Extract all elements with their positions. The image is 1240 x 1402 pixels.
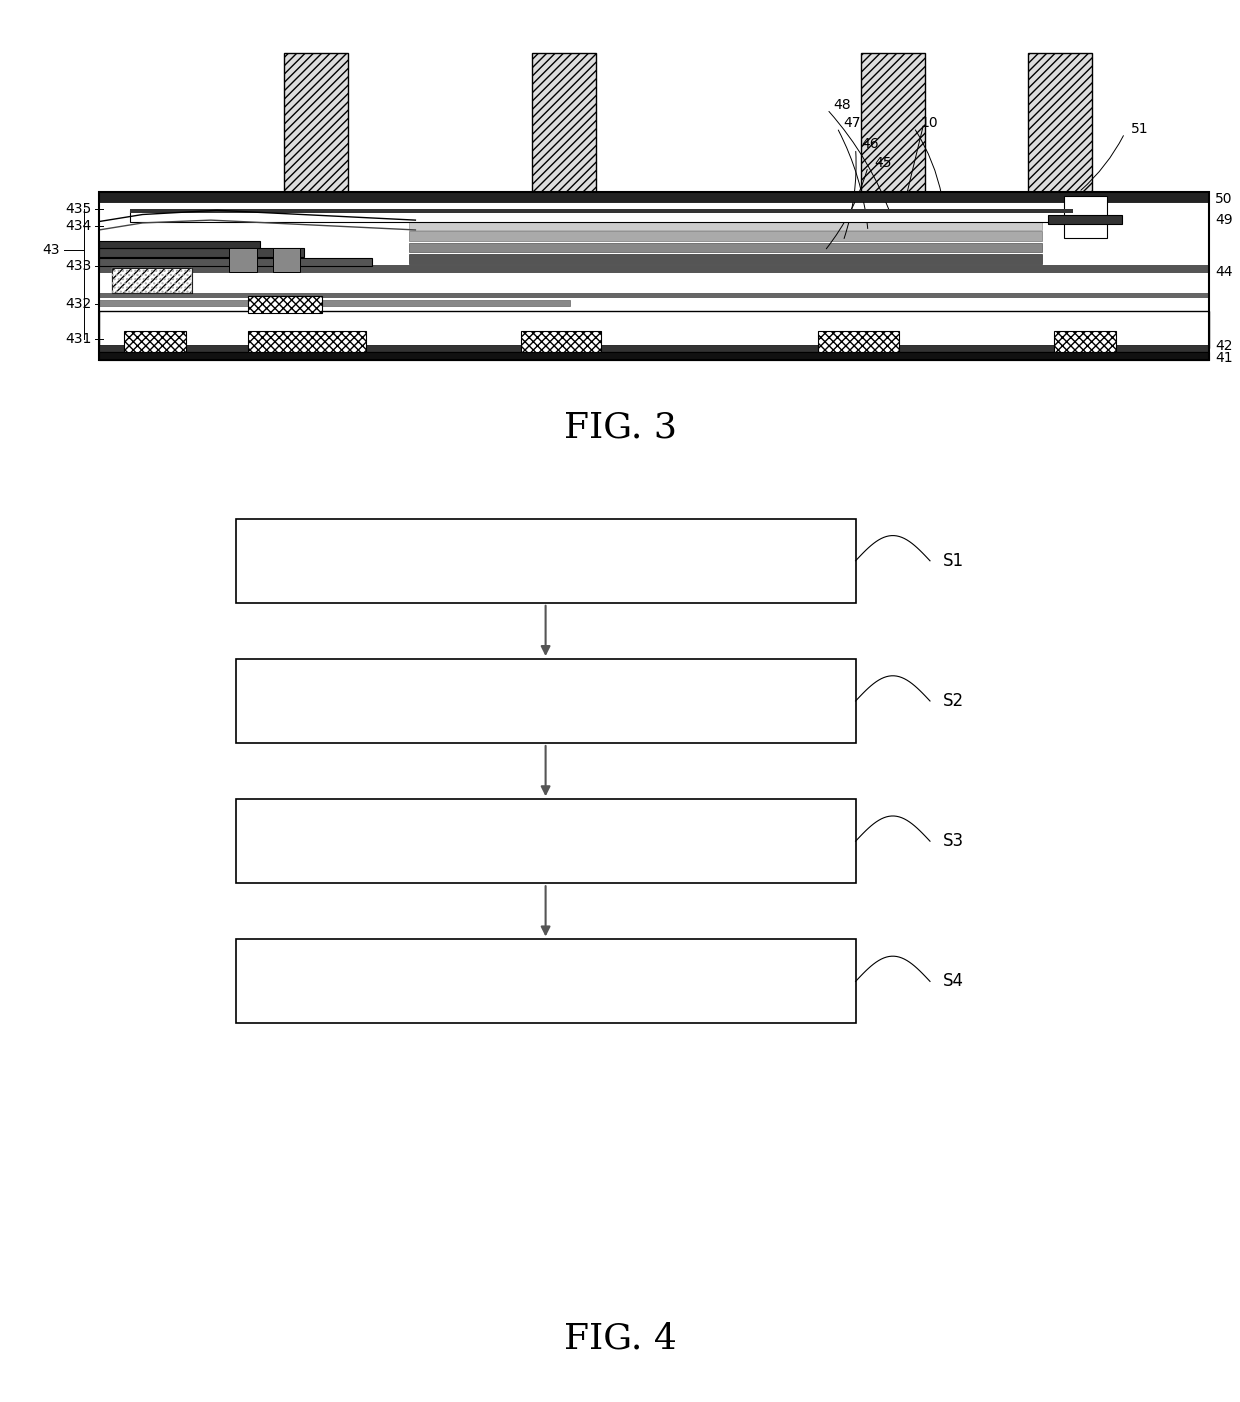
Bar [99,248,304,257]
Bar [130,210,1073,222]
Bar [99,293,1209,297]
Bar [409,231,1042,241]
Text: FIG. 3: FIG. 3 [563,411,677,444]
Bar [1054,331,1116,352]
Bar [130,209,1073,213]
Text: counter substrate setting step: counter substrate setting step [388,831,703,851]
Bar [1028,53,1092,193]
Text: 51: 51 [1131,122,1148,136]
Bar [112,268,192,293]
Text: 10: 10 [920,116,937,130]
Text: backlight setting step: backlight setting step [433,972,658,991]
Text: 47: 47 [843,116,861,130]
Text: 43: 43 [42,243,60,257]
Text: 435: 435 [66,202,92,216]
Text: 41: 41 [1215,350,1233,365]
Bar [112,268,192,293]
Bar [532,53,596,193]
Text: 50: 50 [1215,192,1233,206]
Text: liquid crystal layer setting step: liquid crystal layer setting step [383,691,708,711]
Bar [248,296,322,313]
Bar [1048,215,1122,224]
Bar [861,53,925,193]
Text: 432: 432 [66,297,92,311]
Text: 45: 45 [874,156,892,170]
Text: S1: S1 [942,552,963,569]
Bar [236,659,856,743]
Bar [99,300,570,306]
Bar [99,345,1209,350]
Text: S3: S3 [942,833,963,850]
Text: S2: S2 [942,693,963,709]
Bar [273,248,300,272]
Text: S4: S4 [942,973,963,990]
Bar [99,265,1209,272]
Bar [236,799,856,883]
Bar [124,331,186,352]
Bar [99,352,1209,360]
Bar [818,331,899,352]
Text: 431: 431 [66,332,92,346]
Bar [99,192,1209,202]
Bar [236,519,856,603]
Bar [99,192,1209,360]
Bar [409,254,1042,264]
Text: FIG. 4: FIG. 4 [563,1322,677,1356]
Bar [99,258,372,266]
Bar [99,311,1209,348]
Bar [229,248,257,272]
Bar [284,53,348,193]
Text: 48: 48 [833,98,851,112]
Bar [521,331,601,352]
Bar [409,222,1042,230]
Text: 49: 49 [1215,213,1233,227]
Text: 42: 42 [1215,339,1233,353]
Text: display substrate setting step: display substrate setting step [391,551,701,571]
Bar [99,241,260,248]
Bar [248,331,366,352]
Bar [236,939,856,1023]
Text: 433: 433 [66,259,92,273]
Text: 46: 46 [862,137,879,151]
Text: 44: 44 [1215,265,1233,279]
Bar [1064,196,1107,238]
Bar [409,243,1042,252]
Text: 434: 434 [66,219,92,233]
